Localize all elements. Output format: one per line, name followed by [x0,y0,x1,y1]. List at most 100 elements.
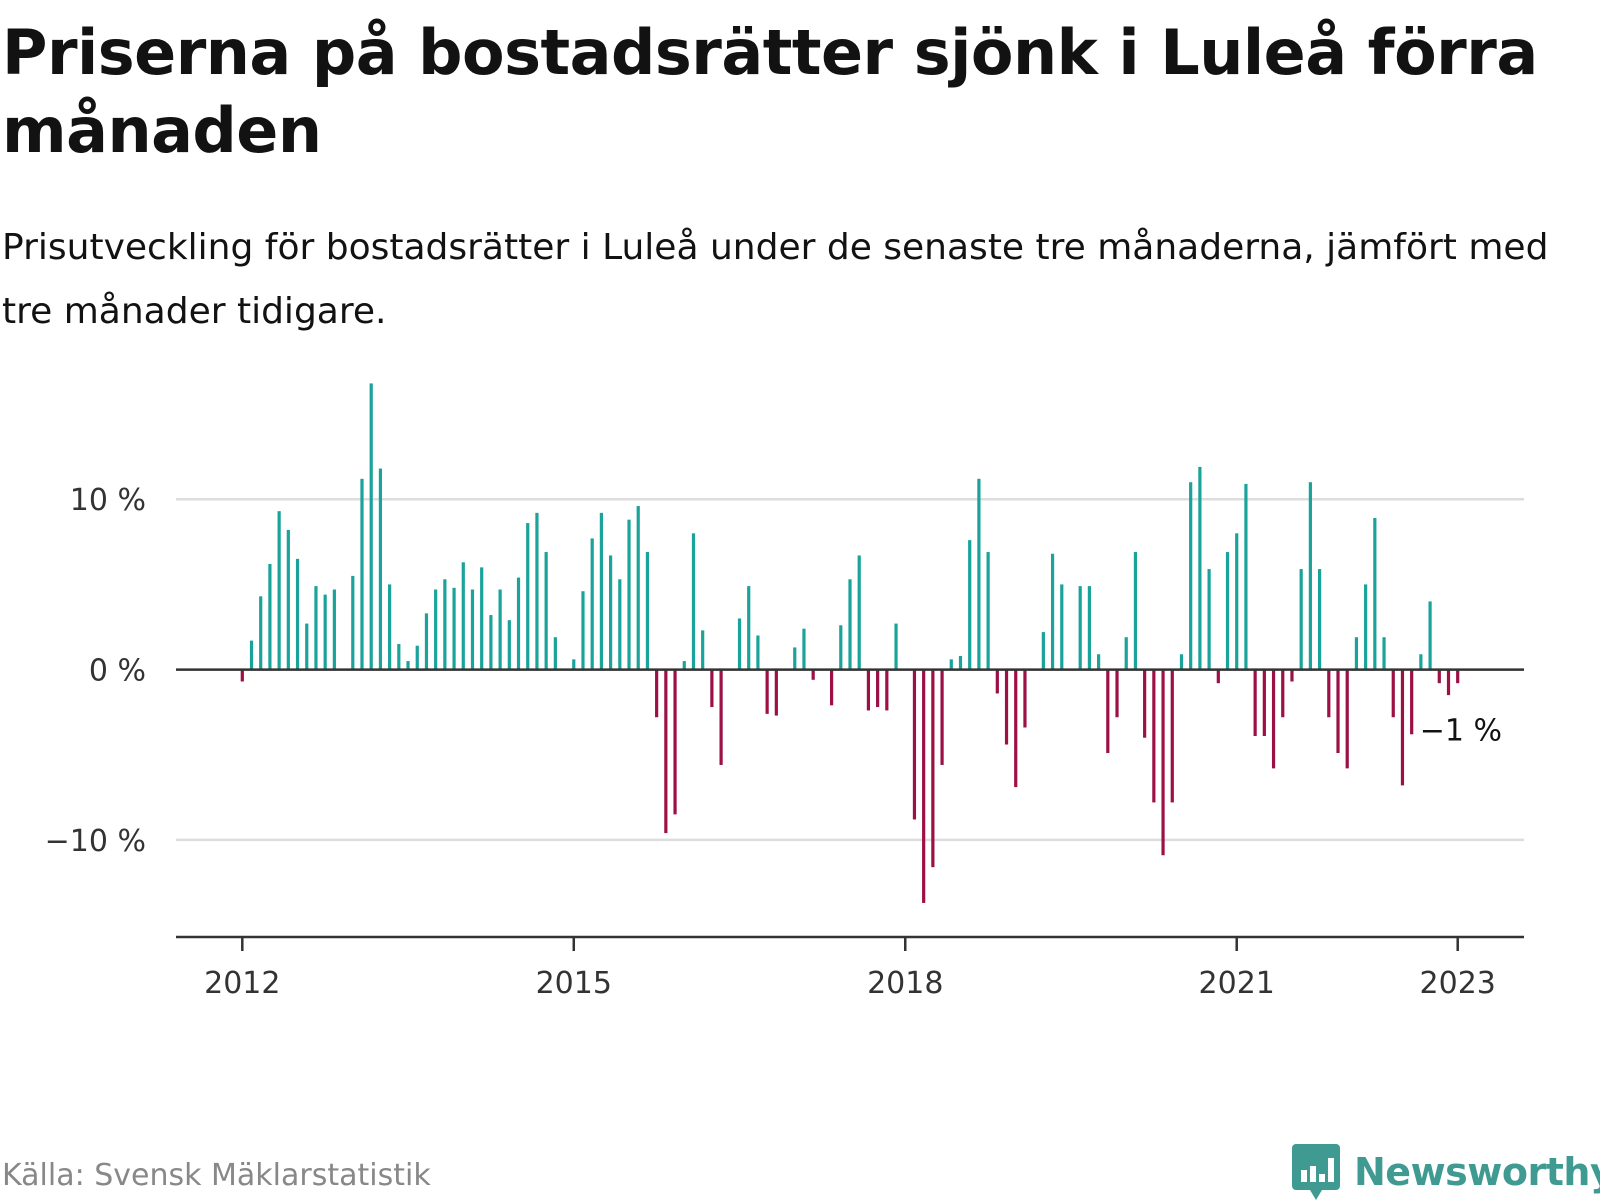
bar [1382,637,1386,670]
bar [415,645,419,670]
bar [590,538,594,670]
bar [1410,669,1414,735]
bar [378,468,383,670]
bar [765,669,769,714]
bar [424,613,429,670]
bar [480,567,484,670]
bar [922,669,926,903]
bar [240,669,244,682]
bar [535,512,539,670]
bar [1299,569,1303,670]
bar [1308,482,1312,670]
bar [627,519,631,670]
x-tick-label: 2021 [1199,966,1275,1001]
bar [940,669,944,765]
bar [1354,637,1359,670]
bar [1244,483,1248,670]
bar [1106,669,1110,754]
bar [747,586,751,670]
bar [645,552,650,670]
bar [406,661,410,670]
bar [655,669,659,718]
bars [240,383,1460,903]
bar [866,669,871,711]
bar [1281,669,1285,718]
bar [268,563,272,670]
bar [995,669,999,694]
bar [1014,669,1018,788]
x-tick-label: 2023 [1420,966,1496,1001]
bar [553,637,557,670]
bar [682,661,686,670]
bar [719,669,723,765]
bar [636,506,640,670]
bar [581,591,585,670]
bar [323,594,327,670]
bar [1437,669,1441,684]
bar [977,478,981,670]
bar [876,669,880,708]
bar [305,623,309,670]
bar [691,533,696,670]
bar [1317,569,1322,670]
bar [1225,552,1230,670]
bar [1271,669,1276,769]
grid-lines [176,497,1524,842]
bar [516,577,521,670]
y-tick-label: 0 % [89,654,146,689]
bar [599,512,603,670]
bar [277,511,281,670]
bar [793,647,797,670]
bar [461,562,465,670]
bar [397,644,401,670]
last-value-annotation: −1 % [1420,714,1502,749]
bar [1161,669,1165,856]
bar [1133,552,1138,670]
bar [1124,637,1128,670]
bar [249,640,254,670]
newsworthy-logo: Newsworthy [1292,1144,1600,1200]
brand-name: Newsworthy [1354,1150,1600,1194]
bar [811,669,815,680]
bar [1207,569,1211,670]
bar [1262,669,1266,736]
bar [498,589,502,670]
bar [737,618,742,670]
x-tick-label: 2018 [867,966,943,1001]
bar [259,596,263,670]
bar [1143,669,1147,738]
bar-chart-speech-bubble-icon [1292,1144,1340,1200]
bar [1290,669,1294,682]
chart-subtitle: Prisutveckling för bostadsrätter i Luleå… [2,227,1549,332]
bar [351,575,355,670]
bar [774,669,778,716]
bar [1327,669,1331,718]
bar [369,383,373,670]
bar [609,555,613,670]
bar [1391,669,1395,718]
bar [434,589,438,670]
bar [1345,669,1349,769]
bar [949,659,953,670]
bar [1428,601,1432,670]
bar [1216,669,1220,684]
bar [912,669,917,820]
bar [388,584,392,670]
bar [839,625,843,670]
bar-chart: 10 % 0 % −10 % 2012 2015 2018 2021 2023 −1 % [45,383,1524,1001]
bar [1373,517,1377,670]
bar [452,587,456,670]
bar [1170,669,1174,803]
tick-labels: 10 % 0 % −10 % 2012 2015 2018 2021 2023 −1 % [45,483,1502,1001]
bar [1115,669,1119,718]
bar [1041,632,1045,670]
bar [857,555,861,670]
bar [1419,654,1423,670]
x-tick-label: 2012 [204,966,280,1001]
bar [1004,669,1009,745]
bar [802,628,806,670]
bar [1189,482,1193,670]
axes [176,668,1524,951]
bar [1400,669,1405,786]
bar [1078,586,1082,670]
